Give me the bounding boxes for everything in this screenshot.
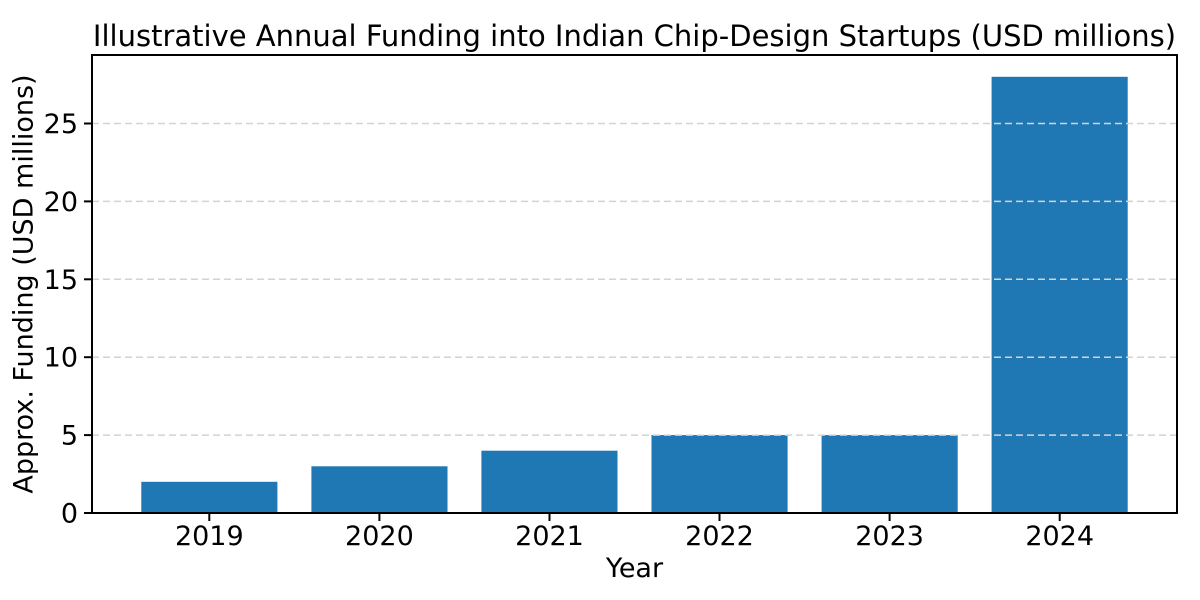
y-tick-label-25: 25: [44, 109, 78, 140]
y-tick-label-0: 0: [61, 499, 78, 530]
bar-2019: [141, 481, 278, 513]
bar-2023: [821, 435, 958, 513]
x-tick-label-2023: 2023: [855, 521, 924, 552]
x-axis-label: Year: [605, 553, 664, 584]
bar-2022: [651, 435, 788, 513]
x-tick-label-2021: 2021: [515, 521, 584, 552]
y-tick-label-15: 15: [44, 265, 78, 296]
plot-border: [91, 54, 1178, 514]
y-tick-label-10: 10: [44, 343, 78, 374]
x-tick-label-2024: 2024: [1025, 521, 1094, 552]
x-tick-label-2019: 2019: [175, 521, 244, 552]
chart-title: Illustrative Annual Funding into Indian …: [92, 19, 1177, 53]
bar-2024: [991, 76, 1128, 514]
x-tick-label-2022: 2022: [685, 521, 754, 552]
bar-2021: [481, 450, 618, 513]
bar-2020: [311, 466, 448, 513]
y-tick-label-20: 20: [44, 187, 78, 218]
x-tick-label-2020: 2020: [345, 521, 414, 552]
y-tick-label-5: 5: [61, 421, 78, 452]
